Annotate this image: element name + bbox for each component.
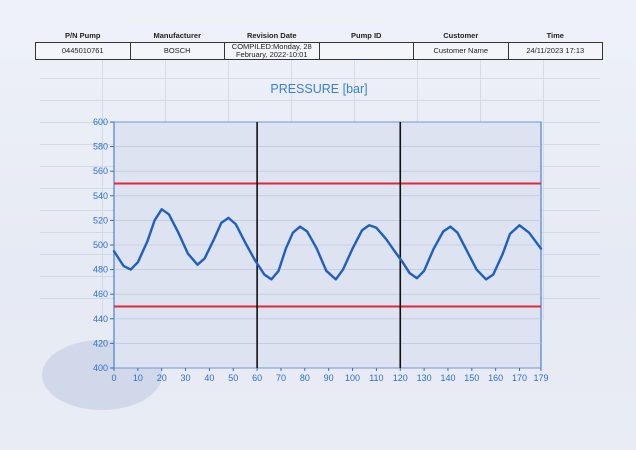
pressure-data-point	[153, 219, 156, 222]
x-tick-label: 100	[345, 373, 360, 383]
pressure-data-point	[509, 233, 511, 235]
x-tick-label: 70	[276, 373, 286, 383]
y-tick-label: 520	[93, 215, 108, 225]
pressure-data-point	[129, 268, 132, 271]
x-tick-label: 140	[440, 373, 455, 383]
pressure-data-point	[325, 270, 328, 272]
pressure-data-point	[466, 250, 468, 252]
pressure-data-point	[456, 231, 459, 234]
y-tick-label: 400	[93, 363, 108, 373]
pressure-data-point	[277, 270, 280, 272]
pressure-data-point	[263, 273, 266, 276]
value-time: 24/11/2023 17:13	[507, 42, 603, 60]
chart-title: PRESSURE [bar]	[270, 82, 367, 96]
x-tick-label: 30	[181, 373, 191, 383]
pressure-data-point	[423, 270, 425, 272]
pressure-data-point	[385, 238, 387, 240]
pressure-data-point	[408, 272, 411, 275]
pressure-data-point	[518, 224, 521, 227]
x-tick-label: 170	[512, 373, 527, 383]
pressure-data-point	[253, 258, 256, 261]
pressure-data-point	[492, 273, 495, 276]
y-tick-label: 460	[93, 289, 108, 299]
x-tick-label: 150	[464, 373, 479, 383]
value-pn-pump: 0445010761	[35, 42, 131, 60]
x-tick-label: 130	[417, 373, 432, 383]
header-pn-pump: P/N Pump	[65, 31, 101, 40]
pressure-data-point	[270, 278, 273, 281]
pressure-data-point	[122, 265, 125, 267]
pressure-data-point	[213, 238, 215, 240]
x-tick-label: 160	[488, 373, 503, 383]
header-revision-date: Revision Date	[246, 31, 297, 40]
pressure-data-point	[502, 252, 504, 255]
header-time: Time	[546, 31, 564, 40]
pressure-data-point	[234, 223, 237, 225]
pressure-data-point	[292, 231, 294, 234]
y-tick-label: 440	[93, 314, 108, 324]
pressure-data-point	[401, 261, 404, 264]
pressure-data-point	[177, 231, 180, 234]
header-pump-id: Pump ID	[351, 31, 382, 40]
pressure-data-point	[113, 250, 115, 252]
pressure-data-point	[394, 251, 397, 254]
x-tick-label: 20	[157, 373, 167, 383]
pressure-data-point	[146, 240, 149, 243]
pressure-data-point	[375, 226, 378, 229]
x-tick-label: 10	[133, 373, 143, 383]
pressure-data-point	[416, 277, 418, 280]
pressure-data-point	[315, 247, 318, 250]
y-tick-label: 540	[93, 191, 108, 201]
x-tick-label: 90	[324, 373, 334, 383]
pressure-data-point	[449, 225, 452, 228]
pressure-data-point	[540, 247, 542, 250]
header-manufacturer: Manufacturer	[153, 31, 201, 40]
x-tick-label: 110	[369, 373, 383, 383]
pressure-data-point	[187, 252, 189, 255]
pressure-data-point	[342, 268, 344, 271]
pressure-data-point	[137, 261, 139, 264]
pressure-data-point	[227, 217, 230, 219]
x-tick-label: 120	[393, 373, 408, 383]
value-pump-id	[318, 42, 414, 60]
value-customer: Customer Name	[413, 42, 509, 60]
pressure-data-point	[220, 222, 223, 224]
pressure-data-point	[160, 208, 163, 211]
pressure-data-point	[203, 257, 206, 260]
x-tick-label: 60	[252, 373, 262, 383]
pressure-data-point	[528, 231, 530, 234]
x-tick-label: 40	[204, 373, 214, 383]
pressure-data-point	[485, 278, 487, 281]
pressure-data-point	[284, 247, 287, 250]
x-tick-label: 0	[111, 373, 116, 383]
pressure-data-point	[244, 241, 247, 244]
pressure-data-point	[335, 278, 337, 281]
pressure-data-point	[351, 247, 354, 250]
y-tick-label: 480	[93, 265, 108, 275]
pressure-data-point	[475, 268, 478, 271]
pressure-data-point	[442, 230, 444, 233]
x-tick-label: 179	[533, 373, 548, 383]
pressure-series-line	[112, 208, 543, 281]
pressure-data-point	[306, 230, 309, 233]
report-header-table: P/N Pump Manufacturer Revision Date Pump…	[35, 31, 603, 60]
y-tick-label: 560	[93, 166, 108, 176]
pressure-data-point	[368, 224, 371, 227]
y-tick-label: 420	[93, 338, 108, 348]
pressure-data-point	[432, 247, 435, 250]
pressure-data-point	[196, 263, 199, 266]
x-tick-label: 50	[228, 373, 238, 383]
y-tick-label: 500	[93, 240, 108, 250]
pressure-data-point	[299, 225, 301, 228]
y-tick-label: 580	[93, 142, 108, 152]
value-revision-date: COMPILED:Monday, 28 February, 2022-10:01	[224, 42, 320, 60]
y-tick-label: 600	[93, 117, 108, 127]
value-manufacturer: BOSCH	[129, 42, 225, 60]
header-customer: Customer	[443, 31, 479, 40]
x-tick-label: 80	[300, 373, 310, 383]
pressure-data-point	[361, 229, 363, 232]
pressure-data-point	[168, 213, 170, 216]
